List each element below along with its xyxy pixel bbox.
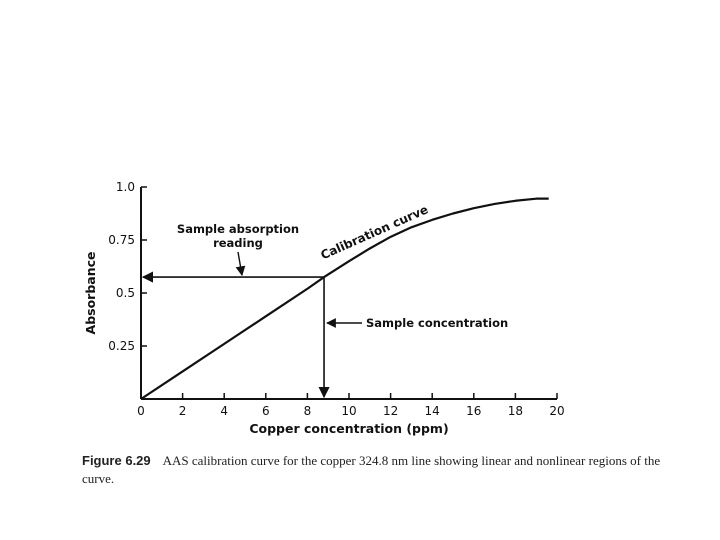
x-tick-label-0: 0 <box>137 404 145 418</box>
x-tick-label-14: 14 <box>425 404 440 418</box>
caption-text: AAS calibration curve for the copper 324… <box>82 453 661 486</box>
calibration-curve-line <box>140 197 549 400</box>
guide-layer <box>141 251 362 399</box>
figure-caption: Figure 6.29 AAS calibration curve for the… <box>82 452 662 488</box>
x-tick-label-8: 8 <box>304 404 312 418</box>
x-axis-title: Copper concentration (ppm) <box>249 421 448 436</box>
x-tick-label-4: 4 <box>220 404 228 418</box>
figure-number: Figure 6.29 <box>82 453 151 468</box>
y-tick-label-0.75: 0.75 <box>108 233 135 247</box>
x-tick-label-12: 12 <box>383 404 398 418</box>
y-axis-title: Absorbance <box>83 252 98 335</box>
x-tick-label-16: 16 <box>466 404 481 418</box>
x-tick-label-20: 20 <box>549 404 564 418</box>
y-tick-label-1: 1.0 <box>116 180 135 194</box>
x-tick-label-2: 2 <box>179 404 187 418</box>
sample-absorption-label-line2: reading <box>213 236 263 250</box>
label-layer: Copper concentration (ppm) Absorbance Samp… <box>83 202 508 436</box>
axes <box>140 187 557 400</box>
calibration-curve-label: Calibration curve <box>318 202 430 262</box>
sample-absorption-label-line1: Sample absorption <box>177 222 299 236</box>
x-tick-label-10: 10 <box>341 404 356 418</box>
x-tick-label-6: 6 <box>262 404 270 418</box>
y-tick-label-0.25: 0.25 <box>108 339 135 353</box>
x-tick-label-18: 18 <box>508 404 523 418</box>
ticks: 0 2 4 6 8 10 12 14 16 18 20 0.25 0.5 0.75 1.0 <box>108 180 564 418</box>
y-tick-label-0.5: 0.5 <box>116 286 135 300</box>
sample-concentration-label: Sample concentration <box>366 316 508 330</box>
sample-absorption-pointer <box>235 251 246 277</box>
series-layer <box>140 197 549 400</box>
